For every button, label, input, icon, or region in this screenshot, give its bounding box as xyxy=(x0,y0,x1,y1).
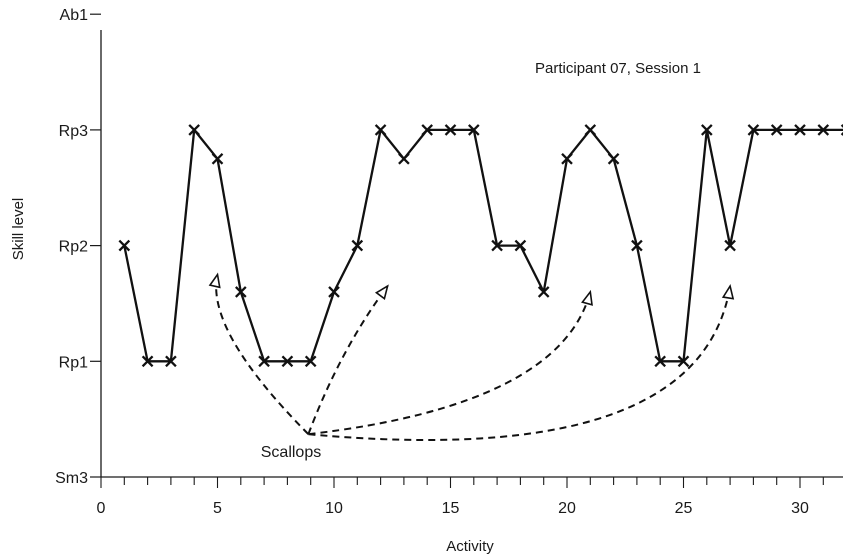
data-point xyxy=(374,124,387,136)
data-point xyxy=(398,153,410,165)
y-tick-label: Rp3 xyxy=(59,123,88,140)
x-tick-label: 30 xyxy=(791,500,809,517)
data-point xyxy=(631,239,643,252)
data-point xyxy=(794,124,806,136)
x-tick-label: 20 xyxy=(558,500,576,517)
data-point xyxy=(118,239,131,252)
y-tick-label: Ab1 xyxy=(60,7,89,24)
scallop-arrowhead xyxy=(581,289,593,306)
data-point xyxy=(304,355,317,368)
scallop-arrow xyxy=(307,285,389,435)
scallop-arrowhead xyxy=(208,272,221,289)
y-tick-label: Sm3 xyxy=(55,470,88,487)
x-tick-label: 10 xyxy=(325,500,343,517)
scallop-arrow xyxy=(308,285,732,442)
data-point xyxy=(328,286,340,298)
data-point xyxy=(351,239,364,252)
data-point xyxy=(188,124,201,136)
data-point xyxy=(747,124,760,136)
data-point xyxy=(654,355,667,368)
x-tick-label: 25 xyxy=(675,500,693,517)
data-point xyxy=(607,153,620,165)
scallop-arrowhead xyxy=(721,284,735,300)
data-point xyxy=(141,355,154,368)
data-point xyxy=(211,153,224,165)
data-point xyxy=(770,124,783,136)
y-axis-title: Skill level xyxy=(10,198,27,261)
data-point xyxy=(165,355,177,368)
data-point xyxy=(444,124,457,136)
y-tick-label: Rp2 xyxy=(59,239,88,256)
data-point xyxy=(258,355,270,368)
data-point xyxy=(281,355,294,368)
data-point xyxy=(724,239,736,252)
data-point xyxy=(467,124,480,136)
x-tick-label: 15 xyxy=(442,500,460,517)
data-point xyxy=(491,239,503,252)
y-tick-label: Rp1 xyxy=(59,354,88,371)
x-axis-title: Activity xyxy=(446,538,494,555)
series-line xyxy=(123,128,843,363)
scallop-arrow xyxy=(308,291,592,436)
chart-title: Participant 07, Session 1 xyxy=(535,60,701,77)
data-point xyxy=(234,286,247,298)
x-tick-label: 5 xyxy=(213,500,222,517)
data-point xyxy=(677,355,690,368)
x-tick-label: 0 xyxy=(97,500,106,517)
data-point xyxy=(700,124,713,136)
data-point xyxy=(584,124,597,136)
annotation-label: Scallops xyxy=(261,444,321,461)
data-point xyxy=(421,124,434,136)
data-point xyxy=(817,124,830,136)
scallop-arrowhead xyxy=(374,284,389,301)
data-point xyxy=(537,286,550,298)
data-point xyxy=(514,239,527,252)
data-point xyxy=(561,153,573,165)
